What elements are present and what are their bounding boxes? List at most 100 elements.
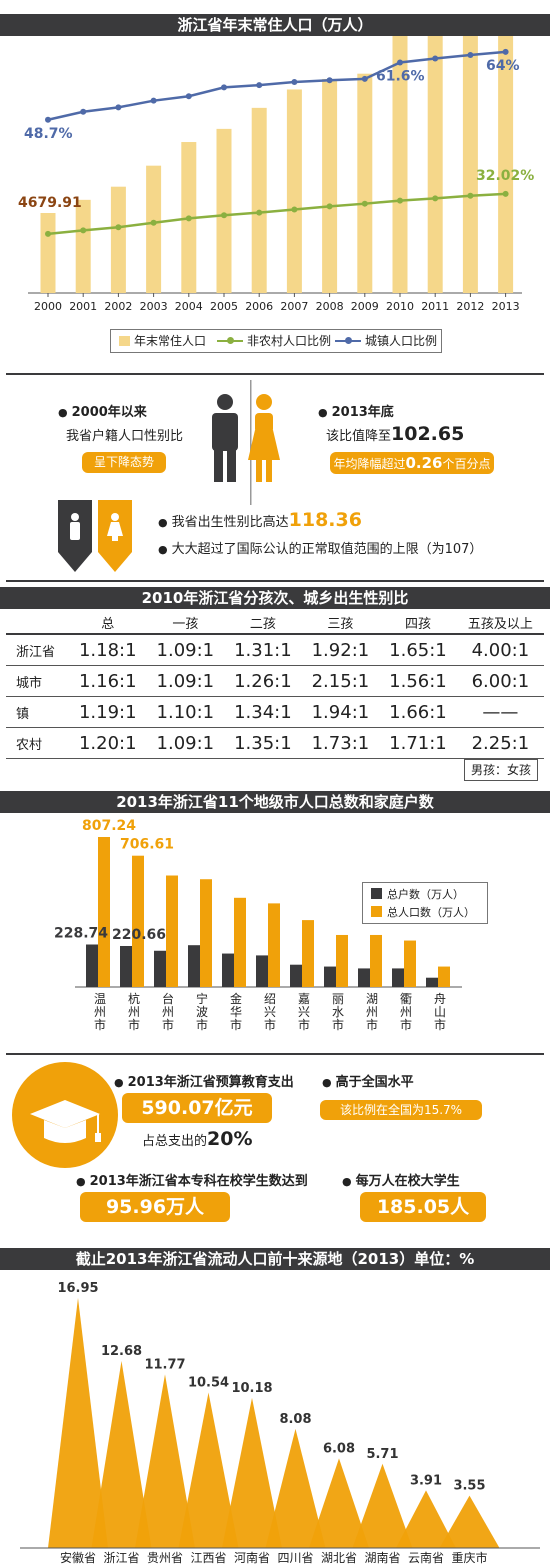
legend-urban: 城镇人口比例: [365, 334, 438, 348]
legend-nonrural: 非农村人口比例: [247, 334, 332, 348]
value-spike: [48, 1298, 108, 1548]
population-bar: [322, 78, 338, 293]
data-label: 4679.91: [18, 195, 82, 211]
left-title: 2000年以来: [58, 401, 147, 420]
col-header: 三孩: [301, 611, 380, 635]
row-header: 农村: [6, 727, 69, 759]
x-tick-label: 2006: [245, 300, 273, 313]
row-header: 城市: [6, 665, 69, 697]
x-tick-label: 江西省: [190, 1551, 226, 1565]
population-bar: [438, 966, 450, 987]
x-tick-label: 2004: [175, 300, 203, 313]
section3-title: 2010年浙江省分孩次、城乡出生性别比: [0, 587, 550, 609]
female-icon: [248, 394, 280, 482]
birth-line1: 我省出生性别比高达118.36: [158, 509, 362, 531]
per10k-value: 185.05人: [360, 1192, 486, 1222]
ratio-header-row: 总 一孩 二孩 三孩 四孩 五孩及以上: [6, 611, 544, 635]
birth-badges: [58, 500, 132, 572]
ratio-table: 总 一孩 二孩 三孩 四孩 五孩及以上 浙江省 1.18:1 1.09:1 1.31:…: [6, 611, 544, 759]
ratio-cell: 1.31:1: [224, 634, 302, 666]
ratio-cell: 1.09:1: [146, 665, 225, 697]
value-spike: [396, 1490, 456, 1548]
students-title: 2013年浙江省本专科在校学生数达到: [76, 1170, 308, 1189]
data-label: 48.7%: [24, 126, 73, 142]
population-bar: [336, 934, 348, 987]
divider: [6, 373, 544, 375]
x-tick-label: 温州市: [94, 992, 106, 1032]
x-tick-label: 2008: [316, 300, 344, 313]
series-point: [221, 84, 227, 91]
series-point: [80, 108, 87, 115]
household-bar: [392, 968, 404, 987]
ratio-cell: 6.00:1: [456, 665, 544, 697]
value-spike: [265, 1428, 326, 1548]
ratio-cell: 1.10:1: [146, 696, 225, 728]
x-tick-label: 2002: [104, 300, 132, 313]
population-bar: [286, 89, 302, 293]
ratio-cell: 1.18:1: [69, 634, 147, 666]
series-point: [80, 227, 87, 234]
ratio-cell: 1.19:1: [69, 696, 147, 728]
series-point: [502, 48, 509, 55]
series-point: [361, 200, 368, 207]
value-spike: [91, 1360, 152, 1548]
migrant-chart: 16.95 安徽省 12.68 浙江省 11.77 贵州省 10.54 江西省 10.18 河南省…: [20, 1281, 540, 1565]
x-tick-label: 舟山市: [434, 992, 446, 1032]
value-spike: [135, 1374, 195, 1548]
ratio-cell: 1.35:1: [224, 727, 302, 759]
household-bar: [324, 966, 336, 987]
right-line2: 该比值降至102.65: [326, 423, 465, 445]
chart2-legend: 总户数（万人） 总人口数（万人）: [362, 882, 488, 924]
household-bar: [358, 968, 370, 987]
x-tick-label: 丽水市: [332, 992, 344, 1032]
x-tick-label: 2010: [386, 300, 414, 313]
ratio-cell: ——: [456, 696, 544, 728]
x-tick-label: 杭州市: [128, 991, 140, 1032]
ratio-cell: 4.00:1: [456, 634, 544, 666]
ratio-cell: 1.16:1: [69, 665, 147, 697]
data-label: 10.54: [188, 1376, 229, 1391]
ratio-cell: 1.26:1: [224, 665, 302, 697]
x-tick-label: 2012: [456, 300, 484, 313]
household-bar: [154, 950, 166, 987]
male-icon: [212, 394, 238, 482]
population-bar: [40, 213, 56, 293]
household-bar: [426, 977, 438, 987]
series-point: [45, 230, 51, 237]
data-label: 3.91: [410, 1473, 442, 1488]
population-bar: [251, 107, 267, 293]
population-bar: [404, 940, 416, 987]
series-point: [185, 93, 192, 100]
data-label: 10.18: [231, 1381, 272, 1396]
graduation-cap-icon: [30, 1100, 101, 1143]
x-tick-label: 宁波市: [196, 991, 208, 1032]
x-tick-label: 湖北省: [321, 1550, 357, 1565]
ratio-cell: 1.92:1: [301, 634, 380, 666]
x-tick-label: 2000: [34, 300, 62, 313]
share-line: 占总支出的20%: [142, 1128, 253, 1150]
ratio-cell: 2.15:1: [301, 665, 380, 697]
col-header: 四孩: [379, 611, 457, 635]
ratio-cell: 1.94:1: [301, 696, 380, 728]
data-label: 3.55: [453, 1479, 485, 1494]
ratio-cell: 1.56:1: [379, 665, 457, 697]
series-point: [115, 104, 122, 111]
population-bar: [370, 934, 382, 987]
population-bar: [166, 875, 178, 987]
per10k-title: 每万人在校大学生: [342, 1170, 460, 1189]
ratio-row: 浙江省 1.18:1 1.09:1 1.31:1 1.92:1 1.65:1 4.00:1: [6, 634, 544, 666]
x-tick-label: 四川省: [277, 1551, 313, 1565]
data-label: 5.71: [366, 1447, 398, 1462]
population-bar: [462, 36, 478, 293]
x-tick-label: 绍兴市: [264, 992, 276, 1032]
population-bar: [302, 920, 314, 987]
series-point: [256, 209, 263, 216]
series-point: [185, 215, 192, 222]
household-bar: [222, 953, 234, 987]
data-label: 64%: [486, 58, 520, 74]
row-header: 镇: [6, 696, 69, 728]
series-line: [47, 50, 506, 121]
series-point: [432, 195, 439, 202]
series-point: [150, 219, 157, 226]
divider: [6, 1053, 544, 1055]
